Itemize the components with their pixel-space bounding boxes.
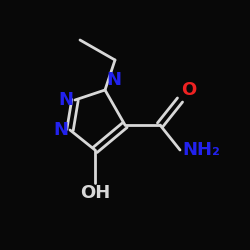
Text: N: N <box>54 121 69 139</box>
Text: N: N <box>59 91 74 109</box>
Text: NH₂: NH₂ <box>182 141 220 159</box>
Text: O: O <box>181 81 196 99</box>
Text: OH: OH <box>80 184 110 202</box>
Text: N: N <box>106 71 121 89</box>
